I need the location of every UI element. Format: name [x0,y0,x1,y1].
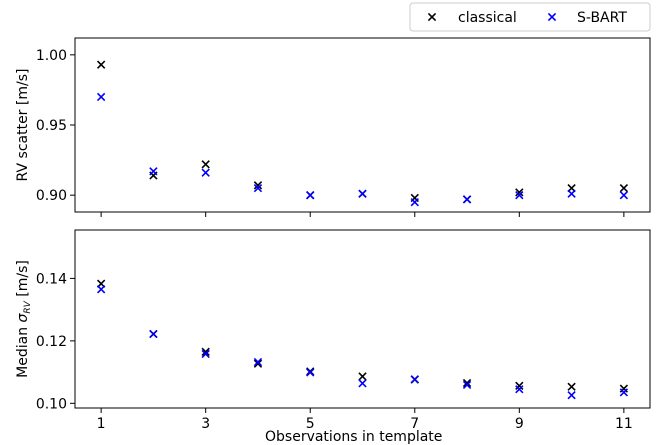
legend-label-classical: classical [458,10,517,26]
top-y-tick-label: 0.90 [36,188,67,204]
bottom-y-ticks: 0.10 0.12 0.14 [36,271,75,412]
bottom-y-axis-label: Median σRV [m/s] [15,260,33,378]
x-axis-label: Observations in template [265,429,442,445]
bottom-point-sbart [515,385,524,394]
bottom-y-label-unit: [m/s] [15,260,31,301]
bottom-point-classical [253,359,263,368]
bottom-data-points [96,279,629,400]
legend-x-classical [427,12,437,22]
bottom-point-classical [201,347,210,356]
bottom-point-sbart [306,368,315,377]
top-point-classical [201,160,210,169]
bottom-point-sbart [358,379,367,388]
bottom-point-sbart [567,391,576,400]
top-point-sbart [567,189,576,198]
top-point-sbart [149,167,158,176]
bottom-panel: 0.10 0.12 0.14 1 3 5 7 9 11 Median σRV [m/s] Ob… [15,229,651,445]
bottom-x-ticks: 1 3 5 7 9 11 [97,408,633,432]
bottom-point-sbart [619,388,629,397]
legend-label-sbart: S-BART [577,10,627,26]
bottom-y-tick-label: 0.12 [36,334,67,350]
bottom-point-sbart [253,357,263,367]
top-y-ticks: 0.90 0.95 1.00 [36,48,75,204]
legend-marker-sbart [547,12,557,22]
top-point-sbart [201,168,210,177]
top-y-tick-label: 0.95 [36,118,67,134]
top-point-sbart [410,198,419,207]
bottom-y-label-sub: RV [23,300,33,313]
bottom-point-sbart [96,285,106,294]
top-point-sbart [253,183,263,193]
bottom-y-tick-label: 0.10 [36,396,67,412]
bottom-y-tick-label: 0.14 [36,271,67,287]
top-point-sbart [462,195,472,204]
legend-marker-classical [427,12,437,22]
bottom-point-classical [567,382,576,391]
bottom-point-sbart [149,329,158,339]
x-tick-label: 1 [97,416,106,432]
top-plot-frame [74,37,651,213]
bottom-point-sbart [201,349,210,359]
x-tick-label: 11 [615,416,633,432]
bottom-point-sbart [462,380,472,390]
top-point-classical [96,60,106,69]
top-data-points [96,60,629,207]
bottom-y-label-main: Median [15,322,31,377]
bottom-y-label-symbol: σ [15,312,31,322]
bottom-point-sbart [410,375,419,384]
top-point-sbart [306,190,315,200]
top-point-classical [253,181,263,190]
legend-frame [409,2,651,32]
bottom-point-classical [358,372,367,381]
legend-x-sbart [547,12,557,22]
x-tick-label: 7 [410,416,419,432]
legend: classical S-BART [409,2,651,32]
top-point-sbart [358,189,367,198]
top-point-sbart [619,190,629,200]
bottom-plot-frame [74,229,651,409]
bottom-point-classical [462,378,472,388]
top-point-sbart [96,92,106,102]
top-y-tick-label: 1.00 [36,48,67,64]
top-point-classical [619,183,629,193]
top-y-axis-label: RV scatter [m/s] [15,69,31,182]
x-tick-label: 5 [306,416,315,432]
top-point-classical [515,188,524,197]
top-x-ticks [100,212,625,217]
x-tick-label: 3 [201,416,210,432]
x-tick-label: 9 [515,416,524,432]
top-point-sbart [515,190,524,200]
bottom-point-classical [515,381,524,390]
top-panel: 0.90 0.95 1.00 RV scatter [m/s] [15,37,651,217]
bottom-point-classical [619,384,629,393]
